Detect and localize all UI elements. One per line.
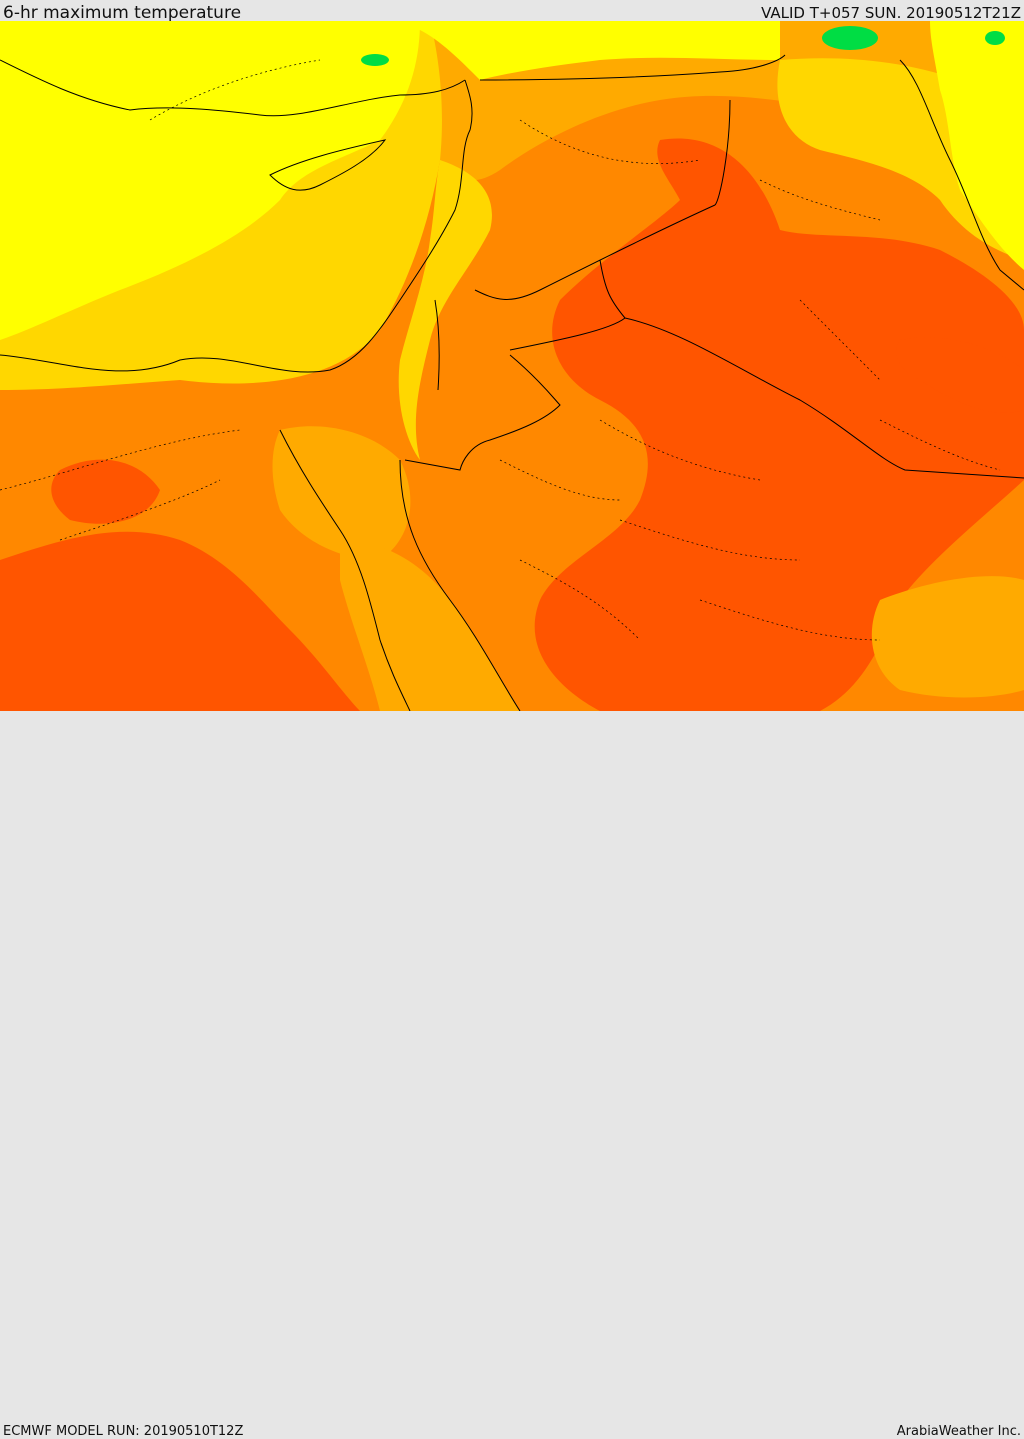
- temperature-zone-yellow-sea: [0, 21, 420, 340]
- temperature-zone-hot-iraq: [896, 337, 1024, 413]
- credit-label: ArabiaWeather Inc.: [896, 1424, 1021, 1439]
- temperature-zone-hot-east: [534, 138, 1024, 711]
- header-bar: 6-hr maximum temperature VALID T+057 SUN…: [0, 0, 1024, 23]
- temperature-zone-amber-redsea: [340, 540, 520, 711]
- temperature-zone-gold-coast: [398, 160, 492, 460]
- valid-time: VALID T+057 SUN. 20190512T21Z: [761, 4, 1021, 22]
- coastline-levant: [0, 79, 473, 373]
- temperature-zone-amber-sinai: [272, 426, 411, 560]
- map-title: 6-hr maximum temperature: [3, 3, 242, 23]
- temperature-zone-hot-west: [51, 459, 160, 524]
- regional-boundaries: [0, 59, 1001, 641]
- model-run-label: ECMWF MODEL RUN: 20190510T12Z: [3, 1424, 244, 1439]
- temperature-zone-yellow-zagros: [930, 21, 1024, 270]
- temperature-zone-green-2: [985, 31, 1005, 45]
- coastline-deadsea: [434, 299, 440, 391]
- coastline-turkey: [0, 59, 466, 117]
- temperature-zone-amber-southeast: [871, 576, 1024, 698]
- temperature-zone-yellow-anatolia: [0, 21, 780, 80]
- coastline-redsea-west: [279, 429, 411, 711]
- temperature-zone-green-1: [822, 26, 878, 50]
- temperature-zone-hot-egypt: [0, 531, 360, 711]
- temperature-zone-green-3: [361, 54, 389, 66]
- coastline-gulf: [899, 59, 1024, 291]
- footer-bar: ECMWF MODEL RUN: 20190510T12Z ArabiaWeat…: [0, 711, 1024, 1439]
- temperature-map: [0, 21, 1024, 711]
- coastline-redsea-east: [399, 459, 521, 711]
- border-lines: [404, 54, 1024, 479]
- coastline-cyprus: [269, 139, 387, 191]
